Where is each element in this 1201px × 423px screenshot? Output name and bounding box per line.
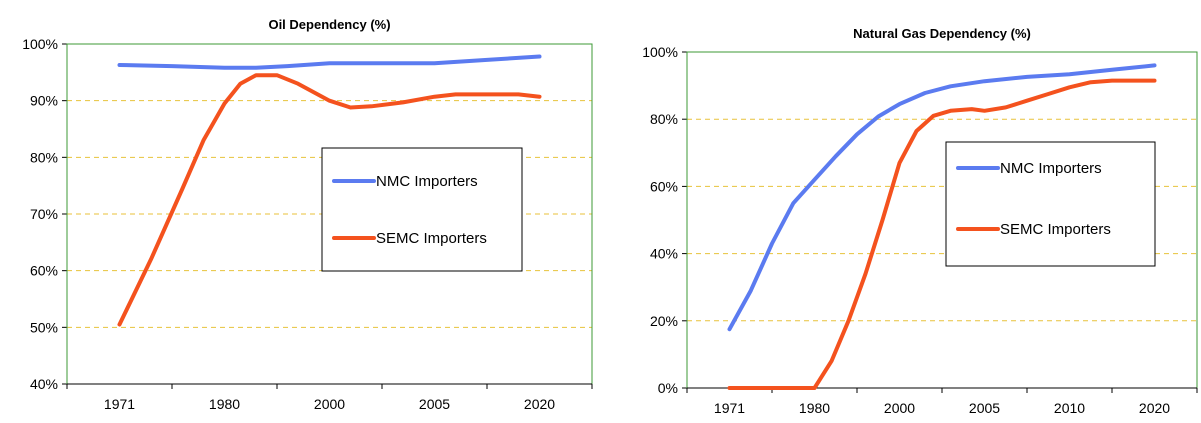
oil-y-tick-label: 100% bbox=[22, 36, 58, 52]
gas-x-tick-label: 2010 bbox=[1054, 400, 1085, 416]
gas-x-tick-label: 2000 bbox=[884, 400, 915, 416]
gas-x-tick-label: 2020 bbox=[1139, 400, 1170, 416]
oil-chart: Oil Dependency (%) 40% 50% 60% 70% 80% 90% 100%… bbox=[22, 17, 593, 412]
oil-y-tick-label: 60% bbox=[30, 263, 58, 279]
oil-legend-label-nmc: NMC Importers bbox=[376, 173, 478, 190]
oil-series-line-semc bbox=[117, 73, 542, 327]
gas-x-tick-label: 2005 bbox=[969, 400, 1000, 416]
gas-y-tick-label: 20% bbox=[650, 313, 678, 329]
gas-chart: Natural Gas Dependency (%) 0% 20% 40% 60% 80%… bbox=[642, 26, 1198, 416]
oil-series-line-nmc bbox=[117, 54, 542, 70]
gas-legend-label-semc: SEMC Importers bbox=[1000, 221, 1111, 238]
oil-y-tick-label: 50% bbox=[30, 319, 58, 335]
oil-x-tick-label: 1980 bbox=[209, 396, 240, 412]
oil-legend-label-semc: SEMC Importers bbox=[376, 230, 487, 247]
gas-y-tick-label: 40% bbox=[650, 246, 678, 262]
oil-x-tick-label: 2000 bbox=[314, 396, 345, 412]
gas-legend-label-nmc: NMC Importers bbox=[1000, 160, 1102, 177]
oil-y-tick-label: 70% bbox=[30, 206, 58, 222]
oil-legend: NMC Importers SEMC Importers bbox=[321, 147, 523, 272]
oil-legend-box bbox=[321, 147, 523, 272]
oil-y-tick-label: 40% bbox=[30, 376, 58, 392]
oil-chart-title: Oil Dependency (%) bbox=[268, 17, 390, 32]
gas-y-tick-label: 80% bbox=[650, 111, 678, 127]
oil-x-tick-label: 1971 bbox=[104, 396, 135, 412]
oil-x-tick-label: 2005 bbox=[419, 396, 450, 412]
gas-series-line-nmc bbox=[727, 63, 1157, 332]
gas-y-tick-label: 0% bbox=[658, 380, 678, 396]
gas-x-tick-label: 1971 bbox=[714, 400, 745, 416]
gas-chart-title: Natural Gas Dependency (%) bbox=[853, 26, 1031, 41]
gas-x-tick-label: 1980 bbox=[799, 400, 830, 416]
oil-x-tick-label: 2020 bbox=[524, 396, 555, 412]
oil-y-tick-label: 80% bbox=[30, 149, 58, 165]
gas-series-line-semc bbox=[727, 78, 1157, 390]
gas-legend: NMC Importers SEMC Importers bbox=[945, 141, 1156, 267]
gas-legend-box bbox=[945, 141, 1156, 267]
gas-y-tick-label: 60% bbox=[650, 178, 678, 194]
gas-y-tick-label: 100% bbox=[642, 44, 678, 60]
oil-y-tick-label: 90% bbox=[30, 93, 58, 109]
